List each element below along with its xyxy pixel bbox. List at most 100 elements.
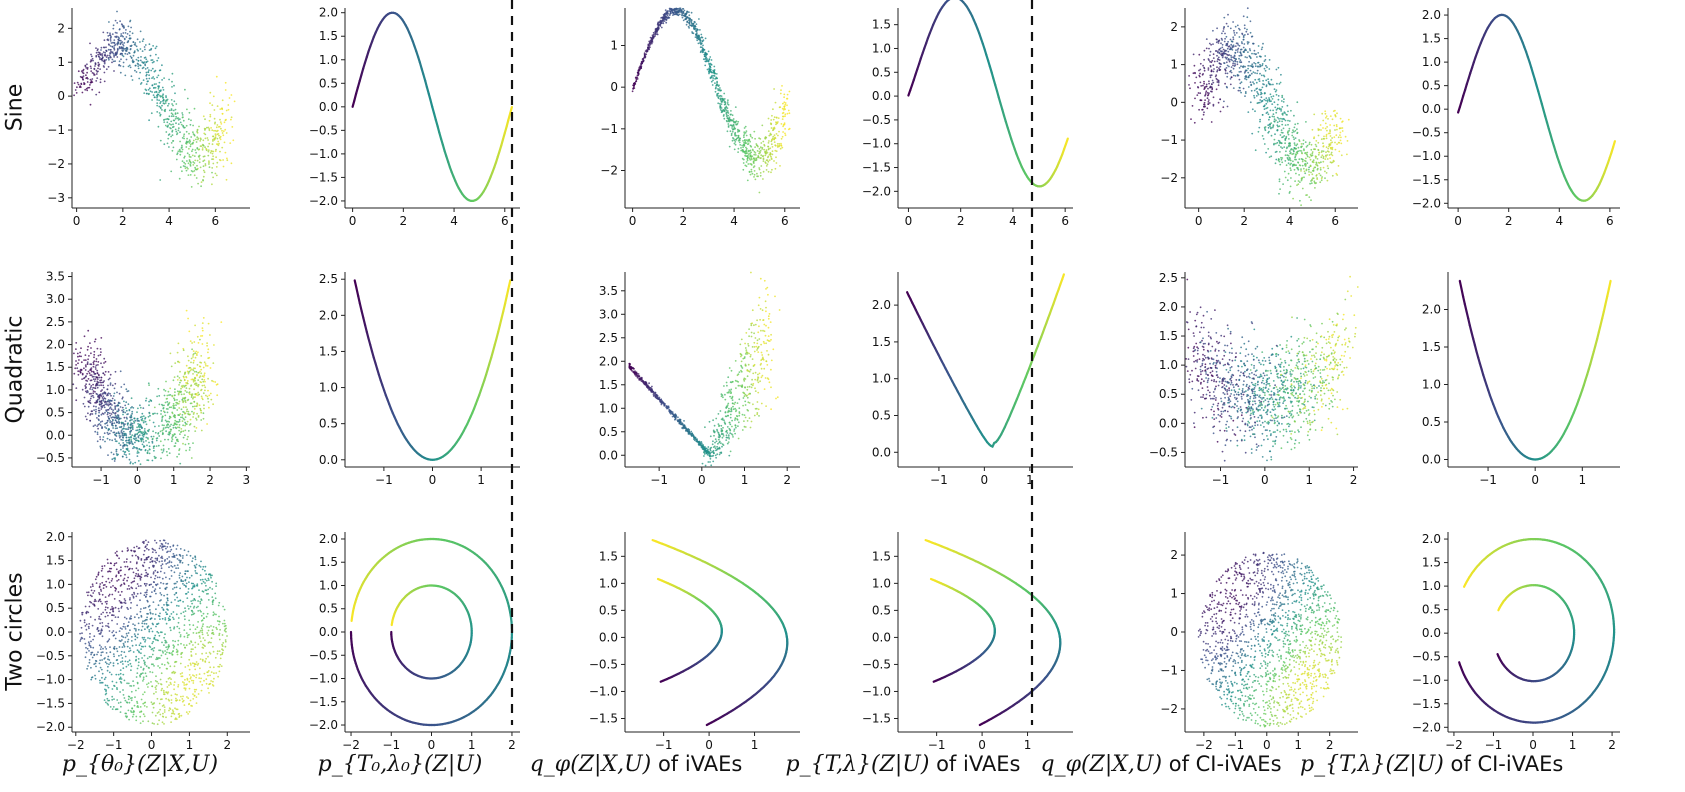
- data-point: [122, 447, 124, 449]
- data-point: [635, 78, 638, 81]
- data-point: [103, 71, 106, 74]
- data-point: [193, 162, 196, 164]
- data-point: [1277, 98, 1280, 101]
- data-point: [1281, 147, 1284, 150]
- data-point: [193, 378, 196, 381]
- data-point: [165, 131, 168, 133]
- data-point: [1238, 44, 1241, 47]
- data-point: [150, 112, 153, 115]
- data-point: [178, 384, 181, 386]
- data-point: [763, 144, 766, 147]
- data-point: [170, 365, 173, 368]
- data-point: [186, 380, 189, 382]
- data-point: [742, 140, 744, 142]
- data-point: [1207, 103, 1210, 105]
- data-point: [1212, 29, 1214, 32]
- data-point: [1199, 68, 1202, 71]
- data-point: [126, 422, 129, 425]
- data-point: [1304, 172, 1307, 175]
- data-point: [194, 324, 197, 327]
- data-point: [117, 404, 120, 407]
- curve-segment: [427, 92, 432, 102]
- data-point: [654, 35, 656, 37]
- data-point: [233, 100, 236, 103]
- data-point: [1301, 152, 1303, 154]
- data-point: [1210, 74, 1213, 77]
- data-point: [1308, 196, 1311, 199]
- data-point: [230, 116, 233, 119]
- data-point: [148, 404, 150, 407]
- data-point: [707, 60, 709, 62]
- data-point: [96, 372, 99, 375]
- data-point: [227, 104, 230, 106]
- data-point: [206, 344, 209, 347]
- data-point: [1337, 141, 1340, 144]
- data-point: [158, 112, 161, 114]
- data-point: [117, 410, 119, 413]
- data-point: [1226, 105, 1229, 108]
- data-point: [1287, 133, 1290, 136]
- data-point: [771, 146, 774, 148]
- data-point: [1232, 62, 1234, 65]
- data-point: [126, 413, 128, 416]
- data-point: [765, 149, 768, 151]
- data-point: [1311, 173, 1314, 176]
- data-point: [1278, 83, 1281, 85]
- data-point: [1203, 82, 1205, 85]
- data-point: [207, 348, 210, 351]
- data-point: [1301, 176, 1304, 179]
- data-point: [1227, 58, 1230, 60]
- data-point: [746, 152, 749, 155]
- data-point: [90, 347, 92, 349]
- data-point: [99, 54, 102, 56]
- data-point: [177, 421, 180, 423]
- data-point: [1219, 68, 1222, 71]
- data-point: [136, 418, 139, 420]
- data-point: [195, 405, 198, 408]
- data-point: [168, 115, 171, 118]
- data-point: [649, 42, 651, 45]
- data-point: [76, 81, 79, 84]
- data-point: [1300, 168, 1302, 171]
- data-point: [1259, 120, 1261, 123]
- y-tick-label: −1.5: [862, 161, 891, 175]
- data-point: [202, 392, 205, 395]
- data-point: [127, 25, 130, 28]
- data-point: [1324, 110, 1327, 113]
- data-point: [91, 410, 93, 413]
- data-point: [688, 11, 690, 14]
- data-point: [188, 111, 191, 114]
- data-point: [163, 424, 165, 427]
- data-point: [1192, 72, 1195, 75]
- data-point: [707, 70, 710, 73]
- data-point: [181, 148, 184, 151]
- data-point: [1269, 125, 1271, 127]
- data-point: [1234, 25, 1237, 28]
- data-point: [163, 394, 166, 397]
- data-point: [219, 150, 221, 153]
- data-point: [112, 427, 114, 429]
- scatter-points: [1188, 7, 1350, 207]
- data-point: [686, 21, 689, 24]
- data-point: [1288, 142, 1291, 145]
- data-point: [767, 130, 770, 133]
- data-point: [720, 103, 723, 105]
- data-point: [104, 403, 107, 406]
- data-point: [700, 42, 703, 45]
- data-point: [99, 68, 101, 70]
- data-point: [1208, 92, 1210, 95]
- data-point: [1272, 124, 1275, 126]
- data-point: [737, 134, 740, 137]
- data-point: [1232, 44, 1235, 47]
- data-point: [85, 375, 87, 377]
- y-tick-label: −0.5: [862, 113, 891, 127]
- data-point: [191, 148, 194, 151]
- data-point: [1297, 161, 1299, 164]
- data-point: [640, 62, 643, 65]
- data-point: [1287, 162, 1290, 165]
- data-point: [157, 432, 160, 435]
- data-point: [661, 16, 663, 19]
- data-point: [148, 77, 151, 80]
- data-point: [158, 105, 161, 108]
- data-point: [170, 135, 173, 138]
